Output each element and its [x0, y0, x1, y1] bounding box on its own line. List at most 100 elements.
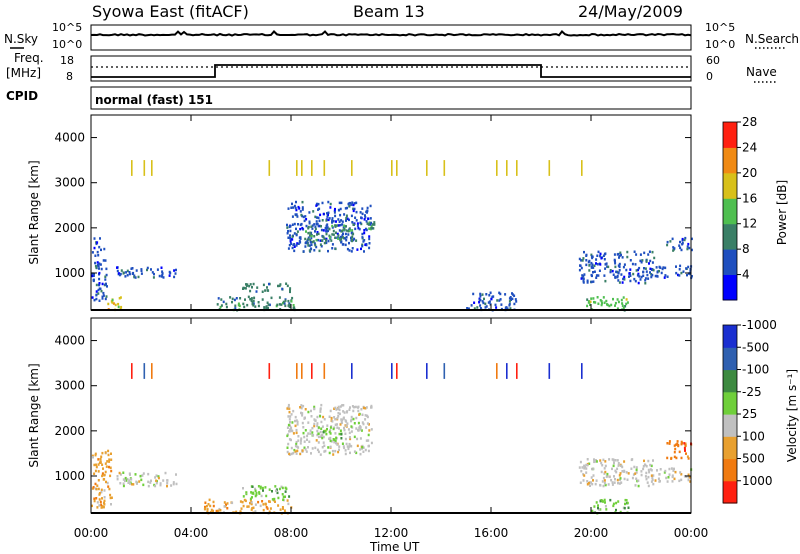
streak-echo [268, 160, 271, 176]
data-cell [337, 407, 340, 410]
data-cell [579, 460, 582, 464]
data-cell [325, 237, 328, 241]
data-cell [355, 219, 358, 222]
data-cell [246, 505, 249, 508]
data-cell [347, 233, 350, 236]
data-cell [664, 266, 667, 270]
data-region [666, 236, 693, 252]
data-cell [317, 450, 320, 454]
data-cell [311, 240, 314, 244]
data-cell [293, 448, 296, 452]
data-cell [212, 504, 215, 508]
data-cell [296, 215, 299, 218]
data-cell [590, 280, 593, 284]
data-cell [104, 297, 107, 301]
data-cell [287, 415, 290, 418]
data-cell [359, 221, 362, 225]
data-cell [344, 437, 347, 441]
data-cell [508, 304, 511, 307]
data-cell [631, 262, 634, 266]
data-cell [295, 213, 298, 216]
data-cell [142, 483, 145, 487]
data-cell [684, 444, 687, 447]
data-cell [251, 507, 254, 510]
data-cell [316, 433, 319, 437]
data-cell [651, 250, 654, 254]
data-cell [494, 303, 497, 307]
data-cell [128, 272, 131, 276]
data-cell [317, 208, 319, 211]
data-cell [586, 483, 589, 486]
data-cell [130, 267, 133, 270]
colorbar-swatch [723, 480, 737, 504]
data-cell [299, 227, 302, 231]
data-cell [508, 302, 511, 306]
data-cell [328, 415, 331, 418]
date-title: 24/May/2009 [578, 2, 683, 21]
data-cell [93, 463, 96, 467]
x-tick-label: 20:00 [574, 526, 609, 540]
data-cell [126, 477, 129, 481]
data-cell [321, 436, 324, 440]
data-cell [100, 248, 102, 252]
data-cell [677, 273, 679, 277]
data-cell [666, 275, 669, 278]
data-cell [307, 237, 310, 241]
data-cell [363, 231, 366, 235]
data-cell [295, 227, 297, 231]
data-cell [94, 453, 97, 457]
data-cell [373, 223, 376, 226]
data-cell [603, 481, 606, 485]
data-cell [131, 272, 134, 275]
streak-echo [516, 160, 518, 176]
data-cell [588, 462, 591, 465]
data-cell [317, 441, 320, 444]
data-cell [587, 481, 590, 485]
streak-echo [311, 363, 313, 379]
data-cell [175, 268, 177, 272]
data-cell [617, 462, 620, 465]
data-cell [127, 481, 130, 484]
data-cell [600, 461, 603, 465]
data-cell [322, 441, 325, 444]
data-cell [609, 270, 612, 274]
data-cell [664, 274, 667, 277]
data-cell [329, 426, 332, 429]
data-cell [345, 236, 348, 239]
data-cell [592, 271, 594, 274]
cpid-label: CPID [6, 89, 38, 103]
data-cell [369, 204, 372, 208]
data-cell [588, 259, 591, 263]
data-cell [361, 421, 364, 424]
data-cell [597, 504, 599, 507]
data-cell [366, 414, 369, 418]
data-cell [276, 303, 279, 307]
data-cell [318, 219, 321, 223]
data-cell [612, 502, 615, 506]
data-cell [291, 246, 294, 250]
data-cell [99, 263, 102, 266]
data-cell [344, 449, 347, 452]
data-cell [623, 470, 626, 473]
data-cell [333, 426, 336, 429]
data-cell [616, 459, 619, 462]
data-cell [220, 298, 223, 301]
data-cell [316, 231, 319, 234]
data-cell [135, 480, 138, 484]
data-cell [264, 502, 267, 506]
data-cell [140, 272, 143, 275]
data-cell [97, 458, 100, 461]
data-cell [604, 279, 607, 283]
data-cell [106, 285, 108, 288]
data-cell [633, 277, 636, 281]
data-cell [629, 259, 632, 262]
data-cell [668, 442, 671, 445]
data-cell [626, 501, 629, 505]
data-cell [101, 295, 104, 298]
data-cell [129, 473, 131, 476]
data-cell [311, 431, 314, 434]
data-cell [628, 272, 631, 275]
data-cell [647, 475, 650, 479]
data-cell [225, 302, 228, 306]
data-cell [361, 244, 364, 248]
